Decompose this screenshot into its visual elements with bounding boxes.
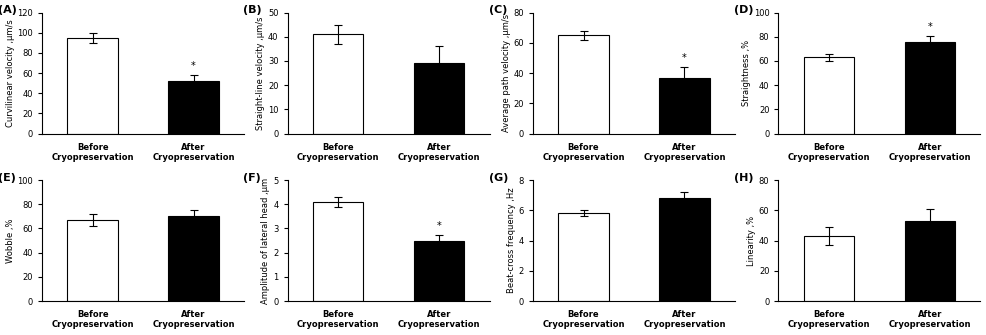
Y-axis label: Straightness ,%: Straightness ,% [741, 40, 751, 106]
Bar [804, 236, 854, 301]
Text: *: * [682, 53, 687, 63]
Bar [414, 241, 464, 301]
Text: (D): (D) [734, 5, 753, 15]
Bar [905, 221, 955, 301]
Bar [558, 35, 608, 134]
Text: (C): (C) [489, 5, 507, 15]
Text: (H): (H) [734, 173, 753, 183]
Text: (E): (E) [0, 173, 16, 183]
Bar [660, 78, 710, 134]
Bar [67, 220, 118, 301]
Y-axis label: Wobble ,%: Wobble ,% [6, 218, 15, 263]
Bar [313, 35, 363, 134]
Bar [558, 213, 608, 301]
Bar [313, 202, 363, 301]
Bar [804, 57, 854, 134]
Bar [414, 63, 464, 134]
Text: (G): (G) [489, 173, 508, 183]
Y-axis label: Average path velocity ,μm/s: Average path velocity ,μm/s [502, 14, 511, 132]
Text: (B): (B) [244, 5, 261, 15]
Text: (A): (A) [0, 5, 17, 15]
Text: (F): (F) [244, 173, 261, 183]
Text: *: * [437, 221, 442, 231]
Bar [660, 198, 710, 301]
Bar [169, 216, 219, 301]
Y-axis label: Amplitude of lateral head ,μm: Amplitude of lateral head ,μm [261, 178, 270, 304]
Bar [905, 42, 955, 134]
Bar [67, 38, 118, 134]
Y-axis label: Linearity ,%: Linearity ,% [747, 215, 756, 266]
Y-axis label: Straight-line velocity ,μm/s: Straight-line velocity ,μm/s [256, 16, 265, 130]
Text: *: * [928, 22, 933, 32]
Y-axis label: Curvilinear velocity ,μm/s: Curvilinear velocity ,μm/s [6, 19, 15, 127]
Y-axis label: Beat-cross frequency ,Hz: Beat-cross frequency ,Hz [507, 188, 516, 293]
Bar [169, 81, 219, 134]
Text: *: * [191, 61, 196, 71]
